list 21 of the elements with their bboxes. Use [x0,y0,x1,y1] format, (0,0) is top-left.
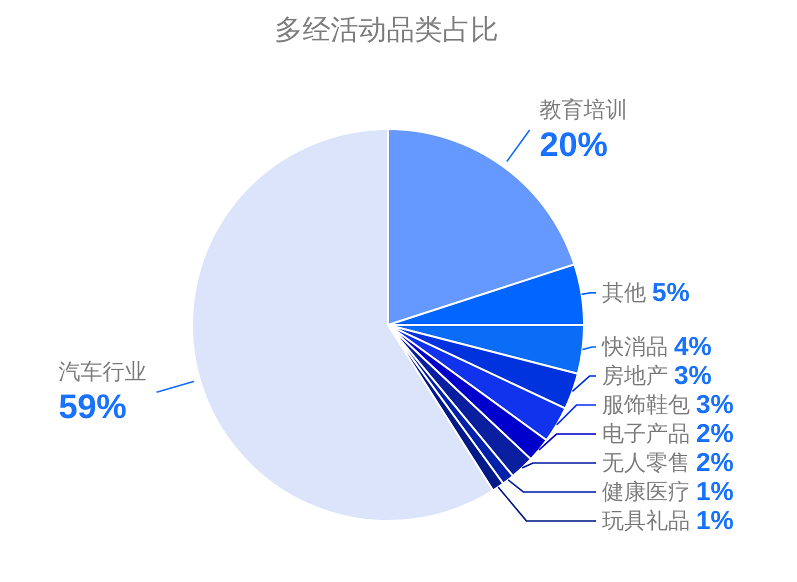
data-label: 1% [696,476,734,506]
data-label: 5% [652,276,690,307]
slice-label: 服饰鞋包 [602,392,690,417]
slice-label: 健康医疗 [602,479,690,504]
slice-label: 快消品 [601,334,668,359]
slice-label: 电子产品 [602,421,690,446]
data-label: 1% [696,505,734,535]
slice-label: 无人零售 [602,450,690,475]
slice-label: 其他 [602,280,646,305]
slice-label: 玩具礼品 [602,508,690,533]
slice-label: 汽车行业 [58,359,147,384]
chart-title: 多经活动品类占比 [274,14,498,45]
data-label: 2% [696,447,734,477]
data-label: 3% [696,389,734,419]
slice-label: 教育培训 [540,97,628,122]
data-label: 2% [696,418,734,448]
data-label: 3% [674,360,712,390]
slice-label: 房地产 [602,363,668,388]
data-label: 59% [58,388,127,426]
data-label: 20% [540,126,608,164]
data-label: 4% [674,331,712,361]
